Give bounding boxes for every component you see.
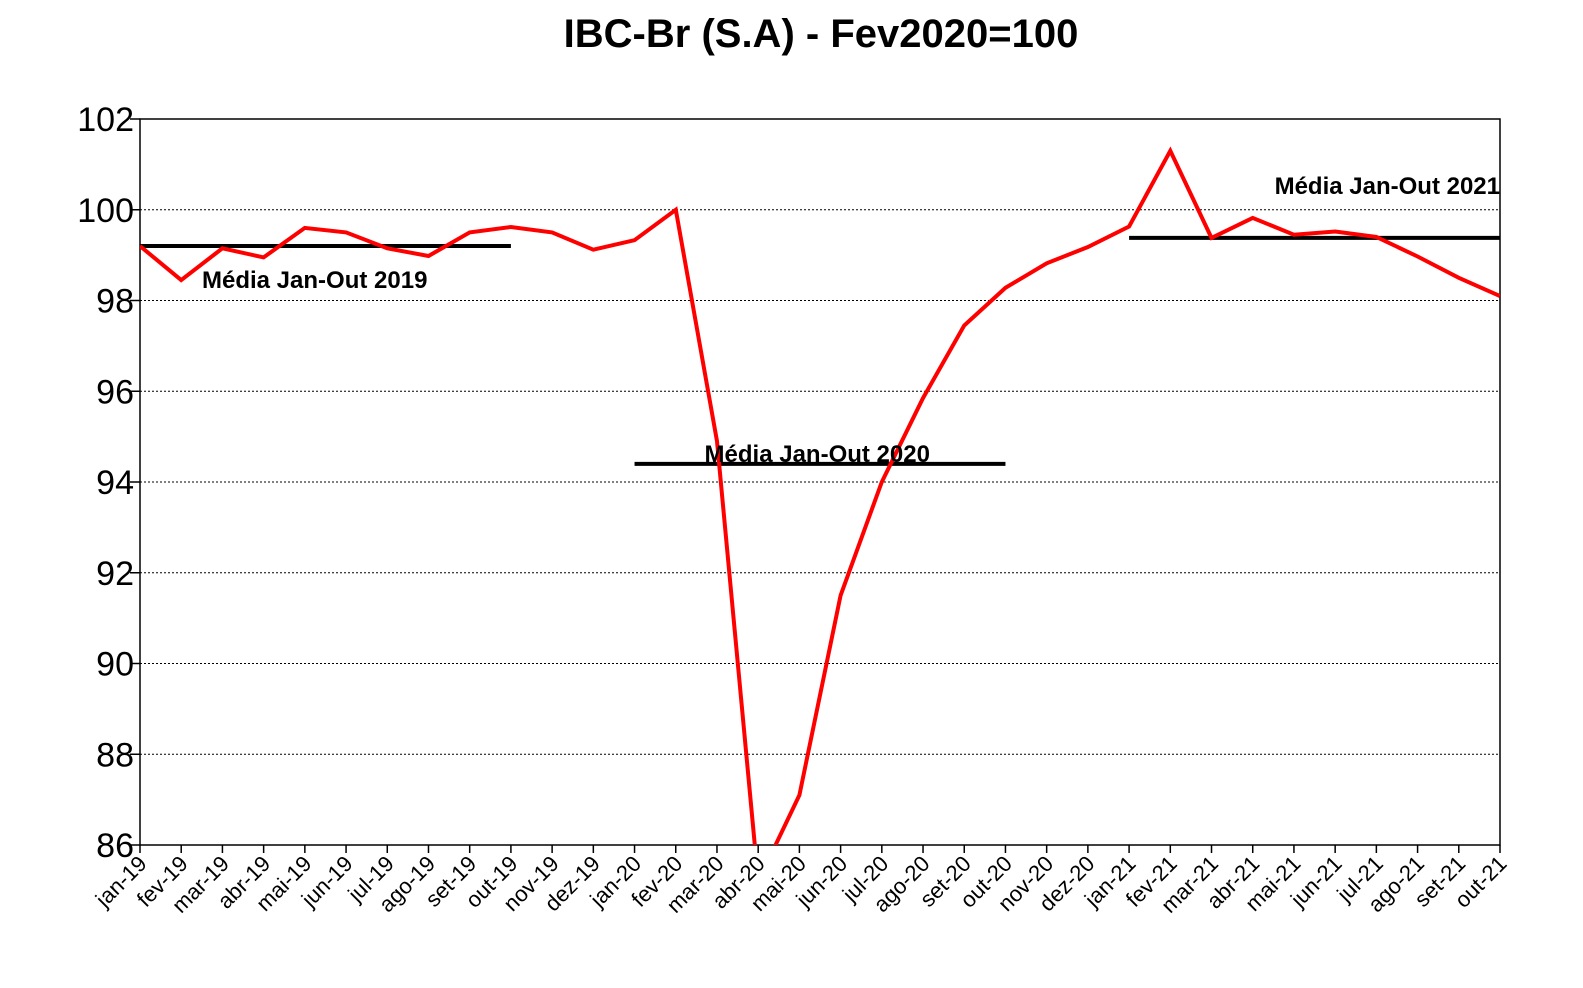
- x-axis: jan-19fev-19mar-19abr-19mai-19jun-19jul-…: [90, 845, 1512, 918]
- gridlines: [140, 209, 1500, 755]
- y-tick-label: 94: [96, 464, 134, 502]
- y-tick-label: 90: [96, 646, 134, 684]
- average-label: Média Jan-Out 2020: [705, 441, 930, 468]
- y-tick-label: 98: [96, 283, 134, 321]
- average-labels: Média Jan-Out 2019 Média Jan-Out 2020 Médi…: [202, 173, 1500, 468]
- series-line: [140, 146, 1500, 845]
- y-tick-label: 96: [96, 373, 134, 411]
- average-label: Média Jan-Out 2019: [202, 267, 427, 294]
- y-tick-label: 102: [77, 101, 134, 139]
- y-tick-label: 100: [77, 192, 134, 230]
- y-tick-label: 86: [96, 827, 134, 865]
- series-group: [140, 146, 1500, 845]
- y-tick-label: 92: [96, 555, 134, 593]
- y-axis: 86 88 90 92 94 96 98 100 102: [77, 101, 140, 865]
- average-label: Média Jan-Out 2021: [1275, 173, 1500, 200]
- chart-title: IBC-Br (S.A) - Fev2020=100: [564, 12, 1079, 56]
- y-tick-label: 88: [96, 736, 134, 774]
